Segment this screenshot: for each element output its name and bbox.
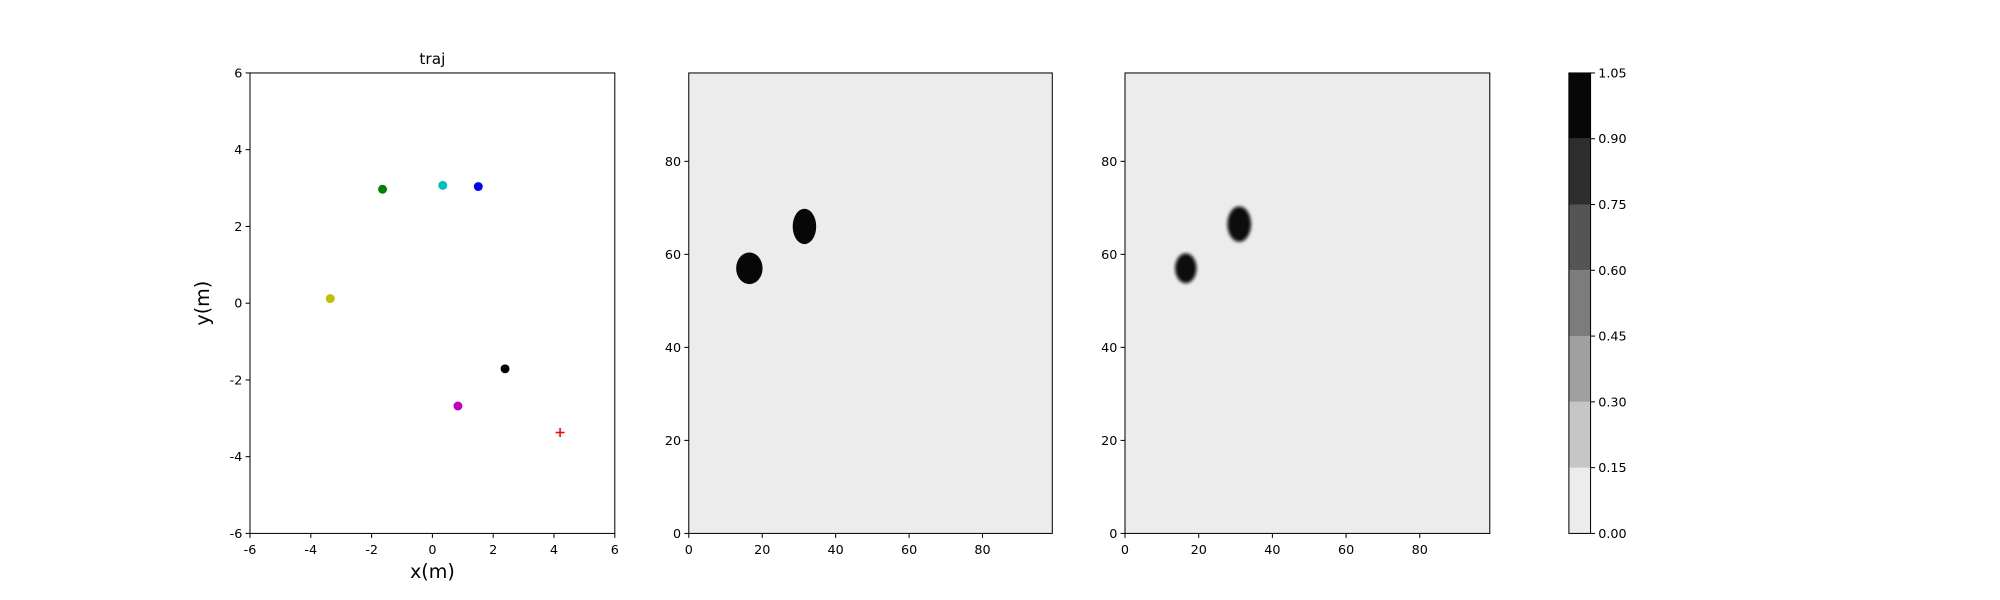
x-tick-label: 4 (550, 543, 558, 558)
y-tick-label: 40 (665, 341, 681, 356)
y-tick-label: 60 (1101, 248, 1117, 263)
colorbar-segment (1568, 204, 1591, 271)
blob (736, 252, 763, 285)
colorbar-frame (1568, 72, 1592, 534)
blobs (1175, 206, 1252, 284)
heatmap-background (688, 72, 1053, 534)
colorbar-segment (1568, 138, 1591, 205)
point (453, 401, 463, 411)
point (438, 180, 448, 190)
x-tick-label: 80 (1412, 543, 1428, 558)
x-tick-label: 40 (1264, 543, 1280, 558)
y-tick-label: 0 (1109, 527, 1117, 542)
y-tick-label: -4 (230, 450, 243, 465)
blob (1227, 206, 1252, 242)
y-tick-label: 0 (234, 297, 242, 312)
x-tick-label: 0 (1121, 543, 1129, 558)
y-tick-label: 6 (234, 66, 242, 81)
blob (1175, 253, 1197, 284)
y-tick-label: 2 (234, 220, 242, 235)
x-tick-label: 20 (1191, 543, 1207, 558)
x-tick-label: -6 (244, 543, 257, 558)
y-tick-label: 4 (234, 143, 242, 158)
x-tick-label: 20 (754, 543, 770, 558)
colorbar-tick-label: 0.75 (1598, 198, 1626, 213)
y-tick-label: -2 (230, 373, 243, 388)
point (378, 184, 388, 194)
heatmap-background (1125, 72, 1490, 534)
x-tick-label: 80 (974, 543, 990, 558)
x-tick-label: 0 (428, 543, 436, 558)
x-axis-label: x(m) (410, 560, 455, 583)
point (473, 182, 483, 192)
colorbar-segment (1568, 467, 1591, 534)
axes-frame (1124, 72, 1491, 534)
x-tick-label: 0 (685, 543, 693, 558)
x-tick-label: 6 (611, 543, 619, 558)
x-tick-label: -4 (304, 543, 317, 558)
blobs (736, 208, 817, 285)
x-tick-label: 60 (1338, 543, 1354, 558)
x-tick-label: -2 (365, 543, 378, 558)
colorbar-tick-label: 0.15 (1598, 461, 1626, 476)
blob (792, 208, 817, 245)
y-tick-label: 0 (673, 527, 681, 542)
axes-frame (249, 72, 616, 534)
colorbar-segment (1568, 270, 1591, 337)
x-tick-label: 40 (828, 543, 844, 558)
y-tick-label: 40 (1101, 341, 1117, 356)
point (325, 294, 335, 304)
y-tick-label: 60 (665, 248, 681, 263)
colorbar-tick-label: 0.90 (1598, 132, 1626, 147)
colorbar-tick-label: 0.30 (1598, 395, 1626, 410)
colorbar-tick-label: 0.45 (1598, 330, 1626, 345)
y-tick-label: 80 (665, 155, 681, 170)
point (500, 364, 510, 374)
y-axis-label: y(m) (191, 281, 214, 326)
y-tick-label: -6 (230, 527, 243, 542)
y-tick-label: 20 (665, 434, 681, 449)
colorbar-tick-label: 0.60 (1598, 264, 1626, 279)
y-tick-label: 80 (1101, 155, 1117, 170)
colorbar-segment (1568, 336, 1591, 402)
y-tick-label: 20 (1101, 434, 1117, 449)
colorbar-segment (1568, 401, 1591, 468)
x-tick-label: 60 (901, 543, 917, 558)
axes-frame (688, 72, 1053, 534)
colorbar-tick-label: 1.05 (1598, 66, 1626, 81)
point (555, 428, 565, 437)
chart-title: traj (419, 50, 445, 68)
x-tick-label: 2 (489, 543, 497, 558)
colorbar-segment (1568, 72, 1591, 139)
colorbar-tick-label: 0.00 (1598, 527, 1626, 542)
